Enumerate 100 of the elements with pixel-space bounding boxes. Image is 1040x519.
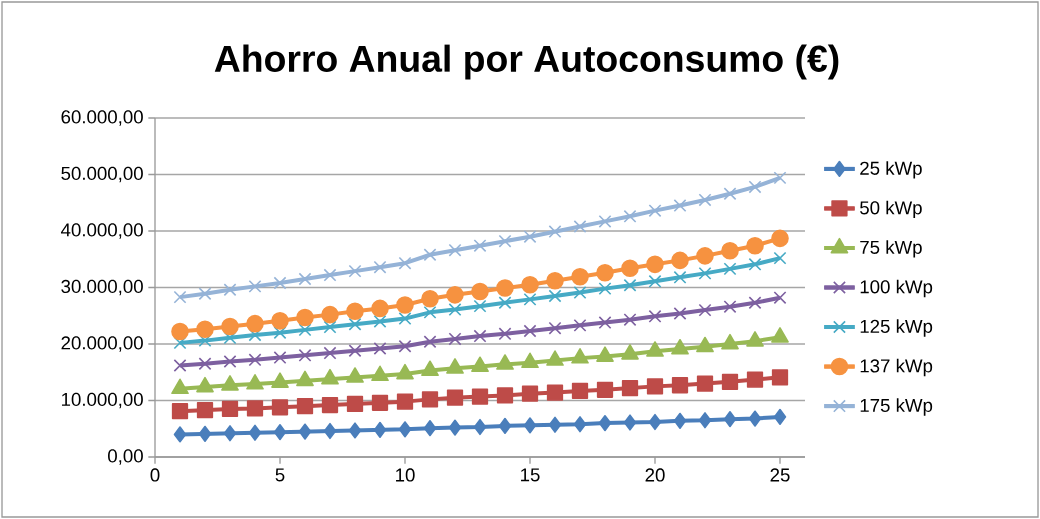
point (598, 282, 612, 296)
point (321, 396, 339, 414)
point (646, 378, 664, 395)
point (221, 317, 239, 336)
point (271, 399, 289, 416)
point (648, 309, 662, 323)
point (273, 326, 287, 340)
point (423, 305, 437, 319)
point (196, 320, 214, 339)
point (398, 339, 412, 353)
point (323, 320, 337, 334)
point (573, 286, 587, 300)
point (673, 270, 687, 284)
point (573, 416, 587, 433)
point (323, 268, 337, 282)
point (696, 375, 714, 392)
point (373, 342, 387, 355)
point (423, 335, 437, 349)
point (346, 302, 364, 321)
point (273, 424, 287, 441)
legend-label: 50 kWp (860, 200, 922, 219)
point (298, 423, 312, 440)
point (773, 251, 787, 265)
point (323, 422, 337, 440)
point (621, 379, 639, 397)
point (773, 408, 787, 426)
point (348, 264, 362, 278)
point (398, 421, 412, 438)
point (223, 355, 237, 368)
point (296, 308, 314, 327)
point (698, 193, 712, 207)
point (221, 400, 239, 418)
point (623, 313, 637, 327)
point (648, 274, 662, 288)
point (571, 267, 589, 286)
point (548, 416, 562, 433)
point (548, 289, 562, 303)
point (598, 316, 612, 329)
point (271, 312, 289, 330)
point (296, 398, 314, 415)
x-tick-label: 25 (770, 468, 790, 482)
point (398, 312, 412, 326)
point (671, 251, 689, 270)
point (498, 296, 512, 310)
x-tick-label: 5 (275, 468, 285, 482)
y-tick-label: 60.000,00 (61, 110, 143, 126)
point (521, 385, 539, 402)
point (396, 296, 414, 314)
point (698, 412, 712, 429)
point (746, 371, 764, 388)
point (748, 180, 762, 194)
legend-label: 137 kWp (860, 358, 933, 377)
point (223, 283, 237, 297)
point (373, 260, 387, 274)
point (448, 243, 462, 257)
point (771, 369, 789, 386)
point (521, 275, 539, 294)
point (448, 332, 462, 346)
point (596, 381, 614, 398)
point (623, 278, 637, 292)
point (573, 220, 587, 233)
point (198, 425, 212, 442)
point (421, 391, 439, 408)
point (523, 292, 537, 306)
point (396, 393, 414, 410)
point (646, 255, 664, 274)
point (371, 394, 389, 411)
point (723, 411, 737, 428)
point (198, 357, 212, 371)
point (673, 307, 687, 320)
point (698, 266, 712, 280)
point (721, 373, 739, 390)
legend-label: 75 kWp (860, 240, 922, 258)
point (723, 187, 737, 201)
point (446, 286, 464, 304)
point (196, 401, 214, 419)
point (421, 290, 439, 308)
y-tick-label: 50.000,00 (61, 166, 143, 183)
point (446, 389, 464, 406)
point (248, 328, 262, 342)
point (298, 272, 312, 286)
legend-label: 25 kWp (860, 161, 922, 179)
point (648, 413, 662, 431)
y-tick-label: 40.000,00 (61, 223, 143, 239)
point (673, 412, 687, 429)
point (671, 377, 689, 394)
point (571, 382, 589, 400)
point (471, 388, 489, 405)
point (171, 403, 189, 420)
y-tick-label: 0,00 (108, 449, 143, 465)
chart-title: Ahorro Anual por Autoconsumo (€) (214, 44, 839, 80)
point (348, 422, 362, 439)
point (598, 214, 612, 228)
point (548, 225, 562, 239)
x-tick-label: 0 (150, 468, 160, 482)
point (673, 199, 687, 213)
point (248, 353, 262, 367)
point (546, 384, 564, 401)
point (321, 305, 339, 324)
point (448, 303, 462, 316)
